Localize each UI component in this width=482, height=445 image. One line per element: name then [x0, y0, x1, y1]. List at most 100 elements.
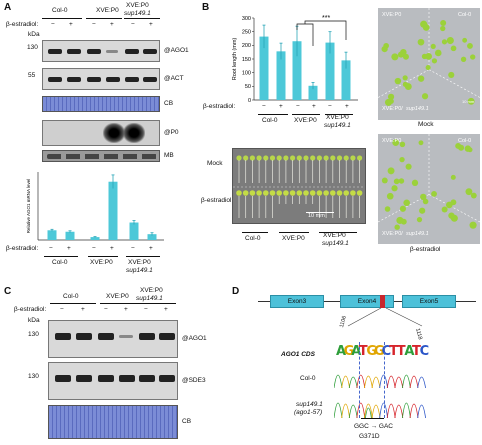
a-blot-act: [42, 68, 160, 90]
d-mutation-aa: G371D: [359, 433, 380, 440]
d-exon4: Exon4: [340, 295, 394, 308]
sequence-base: T: [389, 344, 398, 359]
plate-seedling: [398, 178, 405, 184]
c-sign: +: [164, 306, 168, 313]
a-sign: −: [92, 21, 96, 28]
trace-peak: [379, 402, 388, 418]
a-label-mb: MB: [164, 152, 174, 159]
a-blot-p0: [42, 120, 160, 146]
plate-seedling: [399, 141, 406, 148]
b-plate-caption-mock: Mock: [418, 121, 434, 128]
y-tick-label: 300: [242, 16, 251, 22]
plate-seedling: [392, 139, 400, 146]
estradiol-seedling: [343, 190, 349, 196]
y-tick-label: 50: [245, 84, 251, 90]
y-tick-label: 250: [242, 29, 251, 35]
plate-seedling: [386, 192, 394, 200]
bar: [341, 60, 351, 100]
plate-seedling: [387, 167, 395, 175]
plate-seedling: [405, 163, 412, 170]
d-position-1118: 1118: [414, 327, 423, 341]
bar: [308, 85, 318, 100]
trace-peak: [356, 374, 366, 388]
a-label-ago1: @AGO1: [164, 47, 189, 54]
plate-seedling: [384, 206, 391, 212]
estradiol-seedling: [283, 190, 289, 196]
y-tick-label: 200: [242, 43, 251, 49]
a-sign: −: [51, 21, 55, 28]
plate-seedling: [394, 77, 402, 85]
estradiol-seedling: [296, 190, 303, 196]
a-label-p0: @P0: [164, 129, 179, 136]
plate-seedling: [431, 190, 437, 197]
plate-seedling: [391, 53, 399, 61]
b-photo-group-xve: XVE:P0: [282, 235, 305, 242]
estradiol-seedling: [236, 190, 242, 196]
trace-peak: [371, 376, 381, 388]
mock-seedling: [303, 155, 309, 161]
plate-seedling: [402, 53, 409, 60]
d-trace-label-col0: Col-0: [300, 375, 316, 382]
estradiol-seedling: [309, 190, 316, 196]
plate-seedling: [420, 193, 427, 201]
estradiol-seedling: [249, 190, 256, 196]
sequence-base: G: [366, 344, 377, 359]
plate-seedling: [400, 218, 407, 225]
d-exon3: Exon3: [270, 295, 324, 308]
plate-seedling: [467, 42, 473, 49]
y-axis-label: Relative AGO1 mRNA level: [26, 179, 31, 234]
a-bottom-treatment-label: β-estradiol:: [6, 245, 39, 252]
a-sign: +: [69, 21, 73, 28]
trace-peak: [386, 403, 396, 418]
mock-seedling: [290, 155, 296, 161]
trace-peak: [409, 403, 419, 418]
sequence-base: T: [358, 344, 368, 359]
bar: [147, 234, 157, 240]
d-trace-label-sup: sup149.1: [296, 401, 323, 408]
plate-seedling: [446, 36, 454, 45]
d-cds-label: AGO1 CDS: [281, 351, 315, 358]
mock-seedling: [283, 155, 289, 161]
plate-seedling: [465, 188, 473, 196]
b-plate-scale: 10 mm: [462, 99, 475, 104]
plate-seedling: [421, 53, 428, 60]
mock-seedling: [249, 155, 255, 161]
d-chromatogram-sup: [334, 402, 426, 418]
a-label-act: @ACT: [164, 75, 184, 82]
a-blot-ago1: [42, 40, 160, 62]
d-trace-label-ago1-57: (ago1-57): [294, 409, 323, 416]
bar: [129, 222, 139, 240]
b-plate-caption-estradiol: β-estradiol: [410, 246, 441, 253]
plate-seedling: [417, 75, 425, 82]
a-bottom-sign: −: [49, 245, 53, 252]
a-bottom-sign: −: [131, 245, 135, 252]
sequence-base: G: [374, 344, 385, 359]
mock-seedling: [263, 155, 269, 161]
trace-peak: [402, 402, 411, 418]
b-plate-estradiol: [378, 134, 480, 244]
plate-seedling: [418, 140, 424, 146]
plate-seedling: [450, 174, 456, 180]
c-blot-sde3: [48, 362, 178, 400]
a-bottom-group-xve2: XVE:P0: [128, 259, 151, 266]
sequence-base: G: [343, 344, 355, 359]
b-plate-mock: [378, 8, 480, 120]
estradiol-seedling: [356, 190, 363, 196]
sequence-base: T: [396, 344, 406, 359]
plate-seedling: [391, 185, 398, 192]
plate-seedling: [470, 54, 476, 60]
plate-seedling: [470, 192, 477, 199]
b-photo-label-estradiol: β-estradiol: [201, 197, 232, 204]
estradiol-seedling: [316, 190, 323, 196]
b-plate-label-sup: sup149.1: [406, 106, 429, 112]
plate-seedling: [425, 52, 433, 60]
bar: [325, 42, 335, 100]
plate-seedling: [422, 24, 430, 31]
plate-seedling: [402, 75, 408, 81]
trace-peak: [394, 376, 404, 388]
a-group-xve2: XVE:P0: [126, 2, 149, 9]
c-treatment-label: β-estradiol:: [14, 306, 47, 313]
b-group-xve2: XVE:P0: [326, 114, 349, 121]
d-exon5: Exon5: [402, 295, 456, 308]
mock-seedling: [236, 155, 242, 161]
